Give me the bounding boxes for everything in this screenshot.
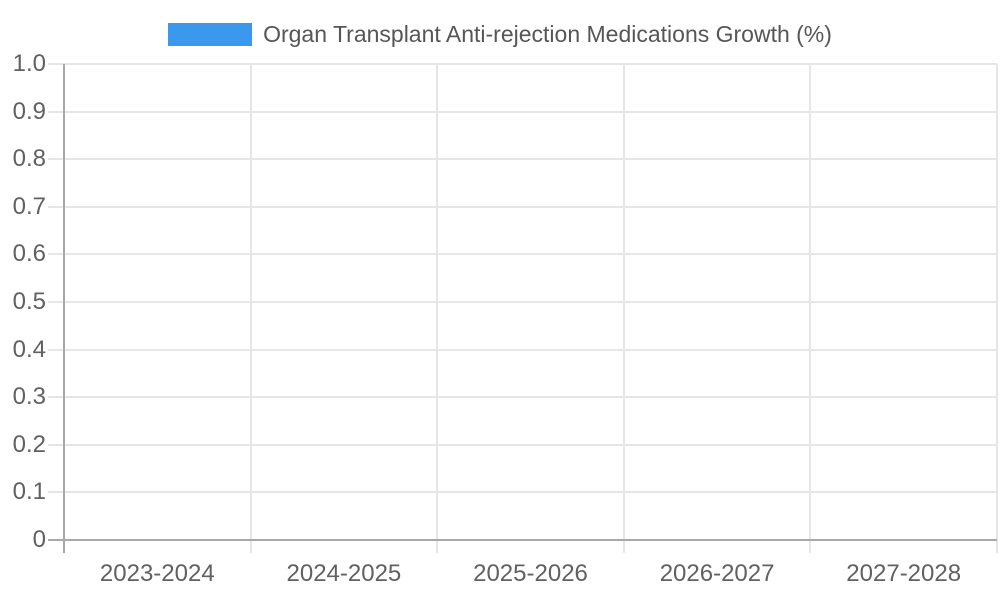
x-gridline	[996, 64, 998, 553]
y-gridline	[48, 158, 997, 161]
y-tick-label: 0.1	[12, 478, 46, 506]
x-gridline	[809, 64, 812, 553]
legend-swatch	[168, 22, 253, 46]
y-tick-label: 0.6	[12, 240, 46, 268]
y-tick-label: 0.7	[12, 192, 46, 220]
x-tick-label: 2025-2026	[473, 560, 588, 587]
y-gridline	[48, 63, 997, 65]
x-axis-baseline	[48, 539, 997, 541]
legend-label: Organ Transplant Anti-rejection Medicati…	[263, 21, 832, 47]
y-tick-label: 0.2	[12, 430, 46, 458]
legend: Organ Transplant Anti-rejection Medicati…	[0, 19, 1000, 49]
y-gridline	[48, 443, 997, 446]
y-gridline	[48, 110, 997, 113]
y-tick-label: 0	[32, 526, 46, 553]
y-tick-label: 0.9	[12, 97, 46, 125]
x-tick-label: 2023-2024	[99, 560, 215, 587]
x-gridline	[622, 64, 625, 553]
legend-item[interactable]: Organ Transplant Anti-rejection Medicati…	[168, 20, 832, 48]
y-axis-line	[63, 64, 65, 553]
y-tick-label: 0.5	[12, 288, 46, 315]
x-gridline	[249, 64, 252, 553]
x-tick-label: 2026-2027	[659, 560, 775, 587]
y-gridline	[48, 396, 997, 399]
y-tick-label: 0.3	[12, 383, 46, 411]
x-gridline	[436, 64, 439, 553]
x-tick-label: 2027-2028	[846, 560, 962, 587]
y-gridline	[48, 253, 997, 256]
y-gridline	[48, 205, 997, 208]
y-tick-label: 0.8	[12, 145, 46, 173]
y-gridline	[48, 491, 997, 494]
y-gridline	[48, 301, 997, 303]
x-tick-label: 2024-2025	[286, 560, 402, 587]
y-tick-label: 1.0	[12, 50, 46, 77]
y-tick-label: 0.4	[12, 335, 46, 363]
y-gridline	[48, 348, 997, 351]
